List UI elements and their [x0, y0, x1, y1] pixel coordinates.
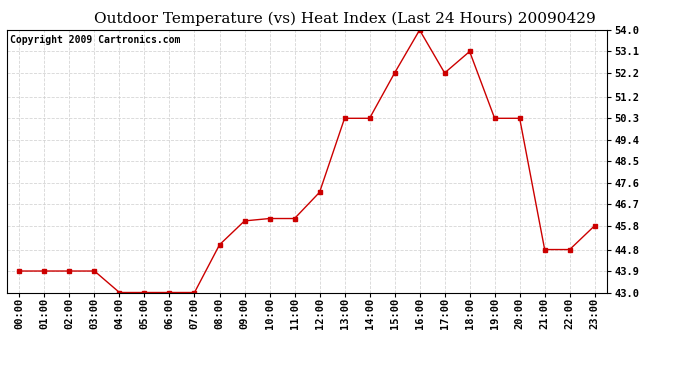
Text: Outdoor Temperature (vs) Heat Index (Last 24 Hours) 20090429: Outdoor Temperature (vs) Heat Index (Las… — [94, 11, 596, 26]
Text: Copyright 2009 Cartronics.com: Copyright 2009 Cartronics.com — [10, 35, 180, 45]
